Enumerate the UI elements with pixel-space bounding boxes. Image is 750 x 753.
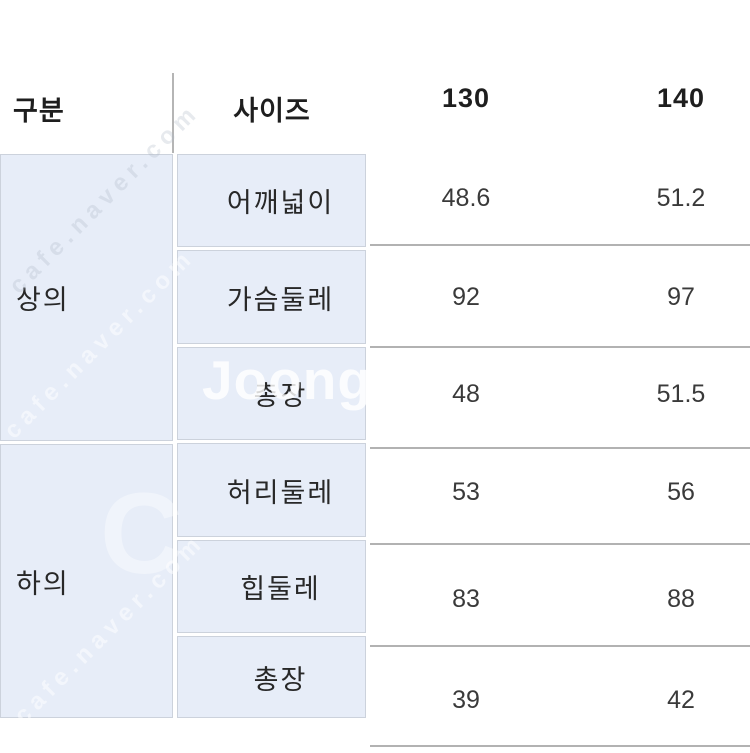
value-hip-140: 88: [667, 585, 695, 613]
measure-label: 총장: [253, 381, 308, 411]
value-shoulder-140: 51.2: [656, 184, 706, 212]
row-divider: [370, 645, 750, 647]
measure-label: 가슴둘레: [226, 284, 335, 315]
row-divider: [370, 447, 750, 449]
measure-cell-bottom-length: 총장: [177, 636, 366, 718]
measure-label: 어깨넓이: [226, 188, 335, 218]
group-label-tops: 상의: [16, 285, 70, 315]
group-cell-bottoms: 하의: [0, 444, 173, 718]
value-bottom-length-130: 39: [452, 686, 480, 714]
value-bottom-length-140: 42: [667, 686, 695, 714]
value-shoulder-130: 48.6: [441, 184, 491, 212]
column-header-size: 사이즈: [233, 96, 311, 126]
column-header-size-140: 140: [656, 83, 706, 113]
column-header-size-130: 130: [441, 83, 491, 113]
value-chest-130: 92: [452, 283, 480, 311]
value-top-length-130: 48: [452, 380, 480, 408]
measure-cell-waist: 허리둘레: [177, 443, 366, 537]
value-hip-130: 83: [452, 585, 480, 613]
group-label-bottoms: 하의: [16, 568, 70, 599]
measure-cell-top-length: 총장: [177, 347, 366, 440]
header-column-divider: [172, 73, 174, 153]
value-waist-130: 53: [452, 478, 480, 506]
column-header-category: 구분: [13, 96, 65, 126]
measure-cell-hip: 힙둘레: [177, 540, 366, 633]
value-chest-140: 97: [667, 283, 695, 311]
value-top-length-140: 51.5: [656, 380, 706, 408]
row-divider: [370, 543, 750, 545]
measure-cell-shoulder: 어깨넓이: [177, 154, 366, 247]
group-cell-tops: 상의: [0, 154, 173, 441]
measure-cell-chest: 가슴둘레: [177, 250, 366, 344]
measure-label: 총장: [253, 664, 308, 695]
row-divider: [370, 244, 750, 246]
value-waist-140: 56: [667, 478, 695, 506]
measure-label: 허리둘레: [226, 477, 335, 508]
row-divider: [370, 346, 750, 348]
row-divider: [370, 745, 750, 747]
measure-label: 힙둘레: [240, 574, 321, 604]
